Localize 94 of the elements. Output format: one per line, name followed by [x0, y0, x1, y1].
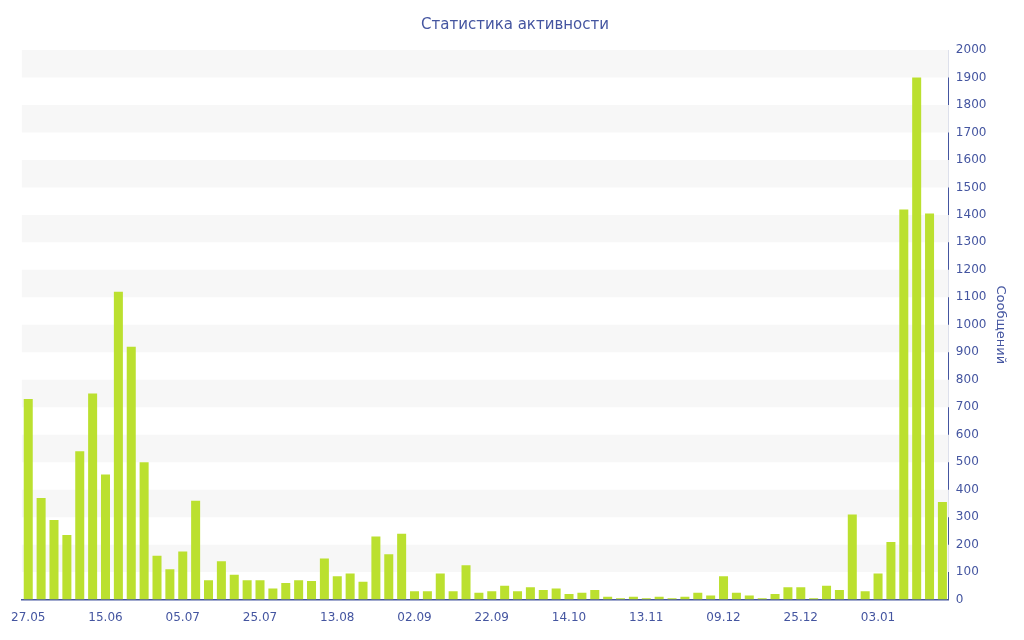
- bar: [100, 474, 111, 600]
- y-tick-label: 1700: [955, 124, 987, 139]
- bar: [165, 569, 175, 600]
- bar: [332, 576, 342, 600]
- bar: [770, 594, 780, 600]
- bar: [371, 536, 381, 600]
- bar: [422, 591, 432, 600]
- bar: [126, 346, 136, 600]
- y-tick-label: 1300: [955, 234, 987, 249]
- bar: [513, 591, 523, 600]
- bar: [873, 573, 883, 600]
- bar: [538, 589, 548, 600]
- y-tick-label: 400: [955, 481, 979, 496]
- bar: [281, 583, 291, 600]
- chart-title: Статистика активности: [421, 14, 609, 33]
- y-tick-label: 700: [955, 399, 979, 414]
- y-tick-label: 600: [955, 426, 979, 441]
- y-tick-label: 1800: [955, 97, 987, 112]
- bar: [255, 580, 265, 600]
- bar: [49, 519, 59, 600]
- x-tick-label: 22.09: [474, 609, 509, 624]
- bar: [796, 587, 806, 600]
- bar: [487, 591, 497, 600]
- bar: [152, 555, 162, 600]
- bar: [397, 533, 407, 600]
- y-axis-title: Сообщений: [993, 285, 1009, 365]
- bar: [822, 585, 832, 600]
- x-tick-label: 02.09: [397, 609, 432, 624]
- bar: [744, 595, 754, 600]
- bar: [847, 514, 857, 600]
- bar: [191, 500, 201, 600]
- x-tick-label: 14.10: [551, 609, 587, 624]
- bar: [216, 561, 226, 600]
- y-tick-label: 100: [955, 564, 979, 579]
- bar: [551, 588, 561, 600]
- bar: [590, 589, 600, 600]
- bar: [23, 399, 33, 600]
- bar: [937, 502, 947, 600]
- x-tick-label: 03.01: [860, 609, 896, 624]
- bar: [706, 595, 716, 600]
- bar: [75, 451, 85, 600]
- y-tick-label: 1400: [955, 207, 987, 222]
- x-tick-label: 09.12: [706, 609, 741, 624]
- x-tick-label: 15.06: [88, 609, 123, 624]
- bar: [204, 580, 214, 600]
- bar: [294, 580, 304, 600]
- bar: [886, 541, 896, 600]
- x-tick-label: 13.11: [629, 609, 664, 624]
- y-tick-label: 900: [955, 344, 979, 359]
- bar: [925, 213, 935, 600]
- bar: [564, 594, 574, 600]
- bar: [912, 77, 922, 600]
- bar: [435, 573, 445, 600]
- bar: [448, 591, 458, 600]
- bar: [899, 209, 909, 600]
- x-tick-label: 05.07: [165, 609, 200, 624]
- y-tick-label: 0: [955, 591, 964, 606]
- y-tick-label: 500: [955, 454, 979, 469]
- bar: [229, 574, 239, 600]
- y-tick-label: 200: [955, 536, 979, 551]
- bar: [62, 535, 72, 600]
- bar: [783, 587, 793, 600]
- bar: [860, 591, 870, 600]
- y-tick-label: 1000: [955, 316, 987, 331]
- bar: [242, 580, 252, 600]
- x-tick-label: 13.08: [320, 609, 355, 624]
- bar: [113, 291, 123, 600]
- y-tick-label: 1900: [955, 69, 987, 84]
- bar: [461, 565, 471, 600]
- bar: [384, 554, 394, 600]
- bar: [36, 497, 46, 600]
- bar: [719, 576, 729, 600]
- bar: [358, 581, 368, 600]
- y-tick-label: 800: [955, 371, 979, 386]
- bar: [525, 587, 535, 600]
- bar: [834, 589, 844, 600]
- y-tick-label: 1600: [955, 152, 987, 167]
- x-tick-label: 25.07: [242, 609, 278, 624]
- y-tick-label: 1200: [955, 261, 987, 276]
- bar: [178, 551, 188, 600]
- bar: [139, 462, 149, 600]
- y-tick-label: 1100: [955, 289, 987, 304]
- bar: [88, 393, 98, 600]
- y-tick-label: 2000: [955, 42, 987, 57]
- bar: [410, 591, 420, 600]
- bar: [307, 580, 317, 600]
- x-tick-label: 27.05: [11, 609, 46, 624]
- bar: [345, 573, 355, 600]
- bar: [268, 588, 278, 600]
- y-tick-label: 1500: [955, 179, 987, 194]
- y-tick-label: 300: [955, 509, 979, 524]
- bar: [319, 558, 329, 600]
- x-tick-label: 25.12: [783, 609, 818, 624]
- bar: [500, 585, 510, 600]
